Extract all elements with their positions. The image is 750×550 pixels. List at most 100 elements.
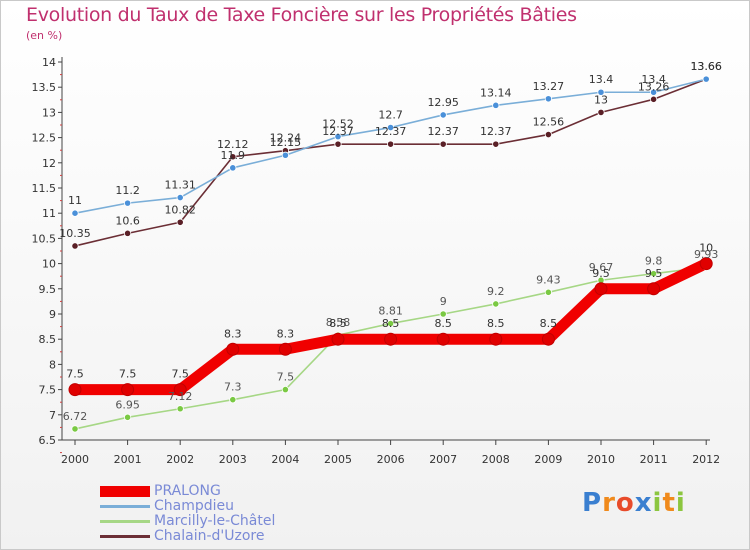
legend-item: PRALONG — [100, 484, 275, 499]
data-point — [176, 218, 184, 226]
data-point — [702, 75, 710, 83]
data-label: 10.35 — [59, 227, 91, 240]
proxiti-logo: Proxiti — [582, 488, 686, 518]
legend-swatch — [100, 505, 150, 508]
data-label: 12.7 — [378, 109, 403, 122]
data-label: 11.2 — [115, 184, 140, 197]
data-point — [176, 193, 184, 202]
data-label: 12.15 — [270, 136, 302, 149]
data-label: 10.82 — [164, 203, 196, 216]
legend-label: Champdieu — [154, 498, 235, 514]
data-label: 11 — [68, 194, 82, 207]
y-tick-label: 11 — [42, 207, 56, 220]
data-point — [121, 383, 135, 397]
x-tick-label: 2007 — [429, 453, 457, 466]
data-point — [649, 88, 658, 96]
data-point — [334, 132, 342, 141]
data-label: 8.81 — [378, 305, 403, 318]
data-label: 13.66 — [690, 60, 722, 73]
y-tick-label: 7.5 — [39, 384, 57, 397]
data-label: 13 — [594, 93, 608, 106]
data-point — [489, 332, 503, 346]
data-point — [226, 342, 240, 356]
data-point — [281, 385, 289, 394]
data-point — [173, 383, 187, 397]
data-label: 6.95 — [115, 398, 140, 411]
unit-label: (en %) — [26, 29, 63, 42]
legend-item: Chalain-d'Uzore — [100, 529, 275, 544]
data-label: 13.4 — [589, 73, 614, 86]
data-point — [71, 242, 79, 250]
legend: PRALONG Champdieu Marcilly-le-Châtel Cha… — [100, 484, 275, 544]
y-tick-label: 6.5 — [39, 434, 57, 447]
y-tick-label: 11.5 — [32, 182, 57, 195]
data-point — [541, 332, 555, 346]
x-tick-label: 2004 — [271, 453, 299, 466]
data-label: 8.3 — [224, 327, 242, 340]
data-point — [386, 140, 395, 148]
data-point — [647, 282, 661, 296]
data-point — [334, 140, 342, 148]
data-point — [492, 101, 500, 109]
data-point — [649, 270, 658, 278]
x-tick-label: 2001 — [114, 453, 142, 466]
data-point — [124, 229, 132, 237]
data-label: 10.6 — [115, 214, 140, 227]
data-point — [597, 88, 605, 96]
logo-letter: x — [634, 488, 653, 518]
data-point — [68, 383, 82, 397]
legend-label: Marcilly-le-Châtel — [154, 513, 276, 529]
data-label: 9.8 — [645, 255, 663, 268]
data-point — [492, 300, 500, 308]
data-label: 7.5 — [119, 368, 137, 381]
data-point — [439, 111, 447, 119]
data-label: 13.27 — [533, 80, 565, 93]
logo-letter: o — [615, 488, 635, 518]
data-point — [544, 95, 553, 103]
data-point — [71, 425, 79, 433]
data-point — [278, 342, 292, 356]
y-tick-label: 13.5 — [32, 81, 57, 94]
data-label: 7.5 — [171, 368, 189, 381]
x-tick-label: 2008 — [482, 453, 510, 466]
y-tick-label: 8.5 — [39, 333, 57, 346]
logo-letter: P — [582, 488, 603, 518]
data-label: 7.5 — [277, 371, 295, 384]
data-label: 13.66 — [690, 60, 722, 73]
logo-letter: i — [652, 488, 663, 518]
x-tick-label: 2000 — [61, 453, 89, 466]
x-tick-label: 2003 — [219, 453, 247, 466]
data-point — [384, 332, 398, 346]
data-label: 12.52 — [322, 118, 354, 131]
data-label: 12.12 — [217, 138, 249, 151]
data-point — [439, 310, 447, 318]
data-label: 12.37 — [480, 125, 512, 138]
data-label: 12.24 — [270, 132, 302, 145]
x-tick-label: 2002 — [166, 453, 194, 466]
data-label: 9.5 — [645, 267, 663, 280]
data-label: 8.3 — [277, 327, 295, 340]
x-tick-label: 2010 — [587, 453, 615, 466]
y-tick-label: 14 — [42, 56, 56, 69]
data-label: 10 — [699, 242, 713, 255]
logo-letter: i — [675, 488, 686, 518]
data-label: 7.12 — [168, 390, 193, 403]
data-label: 8.5 — [434, 317, 452, 330]
data-label: 8.5 — [329, 317, 347, 330]
x-tick-label: 2012 — [692, 453, 720, 466]
legend-swatch — [100, 535, 150, 538]
data-point — [436, 332, 450, 346]
data-label: 7.5 — [66, 368, 84, 381]
data-label: 8.5 — [382, 317, 400, 330]
legend-label: PRALONG — [154, 483, 221, 499]
data-point — [229, 153, 237, 161]
chart-title: Evolution du Taux de Taxe Foncière sur l… — [26, 4, 577, 26]
y-tick-label: 12.5 — [32, 132, 57, 145]
legend-label: Chalain-d'Uzore — [154, 528, 265, 544]
data-label: 13.14 — [480, 86, 512, 99]
data-label: 11.31 — [164, 179, 196, 192]
data-label: 12.95 — [427, 96, 459, 109]
data-point — [597, 108, 605, 117]
data-label: 12.37 — [375, 125, 407, 138]
series-line — [74, 78, 708, 247]
